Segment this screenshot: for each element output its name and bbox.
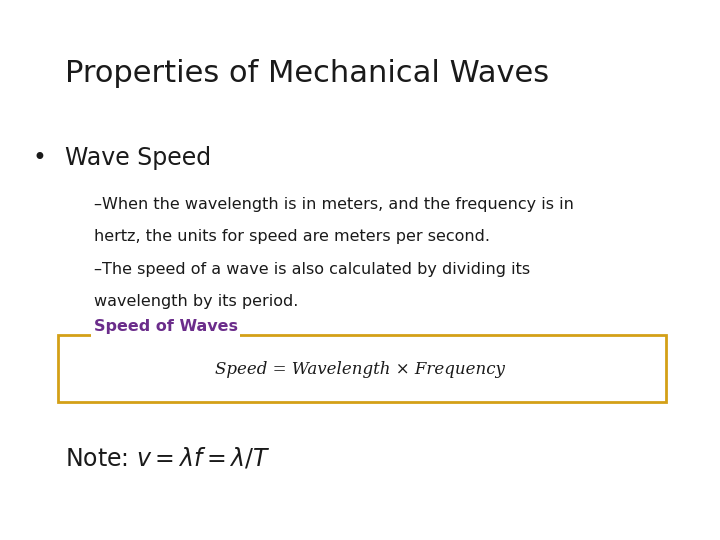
FancyBboxPatch shape [58, 335, 666, 402]
Text: Properties of Mechanical Waves: Properties of Mechanical Waves [65, 59, 549, 89]
Text: Note: $v = \lambda f = \lambda/T$: Note: $v = \lambda f = \lambda/T$ [65, 446, 271, 470]
Text: Wave Speed: Wave Speed [65, 146, 211, 170]
Text: hertz, the units for speed are meters per second.: hertz, the units for speed are meters pe… [94, 230, 490, 245]
Text: •: • [32, 146, 46, 170]
Text: Speed = Wavelength × Frequency: Speed = Wavelength × Frequency [215, 361, 505, 379]
Text: Speed of Waves: Speed of Waves [94, 319, 238, 334]
Text: –The speed of a wave is also calculated by dividing its: –The speed of a wave is also calculated … [94, 262, 530, 277]
Text: wavelength by its period.: wavelength by its period. [94, 294, 298, 309]
Text: –When the wavelength is in meters, and the frequency is in: –When the wavelength is in meters, and t… [94, 197, 573, 212]
